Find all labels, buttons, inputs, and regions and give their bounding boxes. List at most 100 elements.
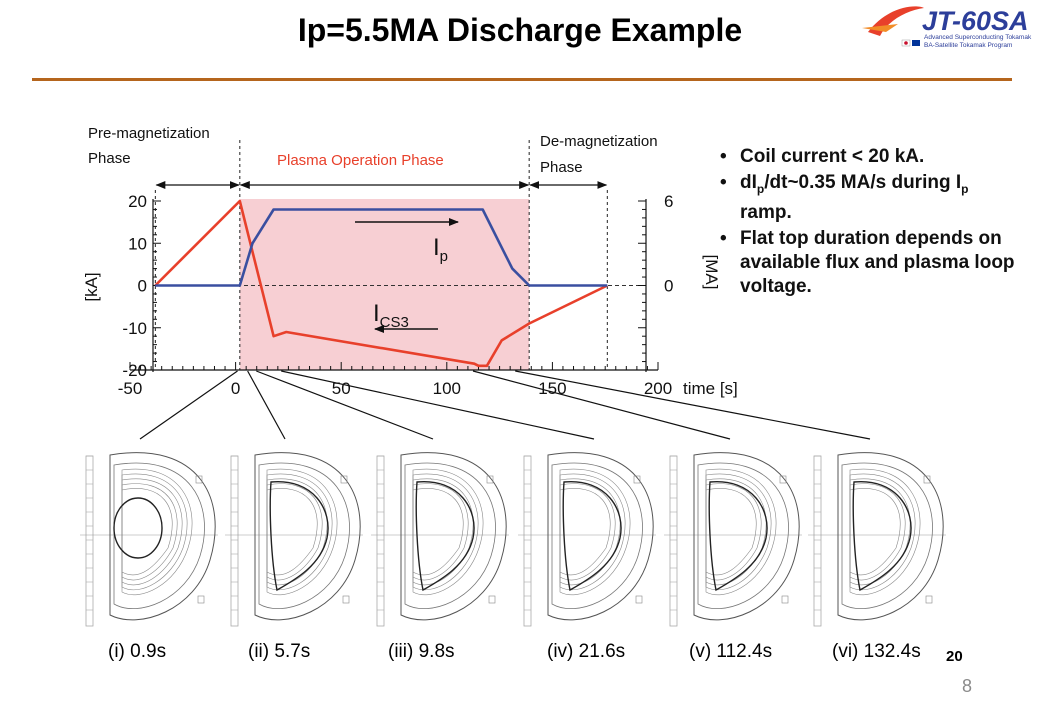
flux-surface — [559, 488, 611, 576]
equilibrium-label: (v) 112.4s — [689, 641, 773, 662]
equilibrium-panel — [808, 452, 946, 627]
time-connector-line — [247, 370, 286, 440]
equilibrium-label: (vi) 132.4s — [832, 641, 921, 662]
time-connector-line — [281, 370, 595, 440]
flux-surface — [705, 473, 772, 591]
flux-surface — [412, 478, 474, 586]
title-underline — [32, 78, 1012, 81]
bullet-list: Coil current < 20 kA. dIp/dt~0.35 MA/s d… — [718, 145, 1018, 301]
flux-surface — [849, 483, 906, 581]
coil-stack — [669, 455, 678, 627]
coil-box — [779, 475, 787, 484]
flux-surface — [849, 488, 901, 576]
flux-surface — [121, 478, 183, 586]
coil-box — [633, 475, 641, 484]
flux-surface — [412, 488, 464, 576]
equilibrium-panel — [371, 452, 509, 627]
equilibrium-panel — [664, 452, 802, 627]
flux-surface — [849, 473, 916, 591]
equilibrium-panel — [518, 452, 656, 627]
bullet-flat-top: Flat top duration depends on available f… — [718, 227, 1018, 299]
logo-subtitle2: BA-Satellite Tokamak Program — [924, 42, 1012, 49]
coil-stack — [230, 455, 239, 627]
jt60sa-logo: JT-60SA Advanced Superconducting Tokamak… — [862, 6, 1032, 49]
flux-surface — [559, 473, 626, 591]
flux-surface — [412, 473, 479, 591]
flux-surface — [559, 483, 616, 581]
equilibrium-label: (i) 0.9s — [108, 641, 167, 662]
equilibrium-panel — [80, 452, 218, 627]
coil-box — [195, 475, 203, 484]
bullet-ramp-rate: dIp/dt~0.35 MA/s during Ip ramp. — [718, 171, 1018, 225]
y-tick-label-left: 20 — [128, 192, 147, 211]
flux-surface — [412, 468, 484, 596]
page-title: Ip=5.5MA Discharge Example — [297, 12, 743, 48]
coil-box — [342, 595, 350, 604]
series-line-i-p — [155, 208, 608, 287]
flux-surface — [121, 473, 188, 591]
flux-surface — [705, 478, 767, 586]
flux-surface — [559, 468, 631, 596]
time-connector-line — [256, 370, 434, 440]
coil-box — [197, 595, 205, 604]
pre-magnetization-label-2: Phase — [88, 150, 131, 167]
inner-wall — [697, 462, 789, 609]
vessel-outline — [400, 452, 507, 621]
x-tick-label: 50 — [332, 379, 351, 398]
plasma-boundary — [269, 481, 329, 592]
flux-surface — [849, 468, 921, 596]
inner-wall — [113, 462, 205, 609]
logo-subtitle1: Advanced Superconducting Tokamak — [924, 34, 1032, 41]
y-tick-label-left: 0 — [138, 277, 147, 296]
flux-surface — [705, 483, 762, 581]
coil-stack — [523, 455, 532, 627]
x-axis-label: time [s] — [683, 379, 738, 398]
plasma-boundary — [562, 481, 622, 592]
vessel-outline — [837, 452, 944, 621]
plasma-operation-region — [239, 199, 530, 370]
y-tick-label-left: -10 — [122, 319, 147, 338]
flux-surface — [266, 478, 328, 586]
inner-wall — [551, 462, 643, 609]
flux-surface — [559, 478, 621, 586]
flux-surface — [266, 473, 333, 591]
coil-stack — [813, 455, 822, 627]
x-tick-label: 150 — [538, 379, 566, 398]
de-magnetization-label: De-magnetization — [540, 133, 658, 150]
flux-surface — [705, 488, 757, 576]
plasma-boundary — [852, 481, 912, 592]
y-tick-label-right: 0 — [664, 277, 673, 296]
coil-box — [635, 595, 643, 604]
plasma-boundary — [415, 481, 475, 592]
vessel-outline — [109, 452, 216, 621]
figure-number: 20 — [946, 648, 963, 665]
equilibrium-label: (iv) 21.6s — [547, 641, 626, 662]
coil-box — [488, 595, 496, 604]
inner-wall — [404, 462, 496, 609]
coil-stack — [85, 455, 94, 627]
y-tick-label-left: 10 — [128, 234, 147, 253]
coil-box — [925, 595, 933, 604]
flux-surface — [121, 468, 193, 596]
pre-magnetization-label: Pre-magnetization — [88, 125, 210, 142]
logo-wordmark: JT-60SA — [922, 6, 1029, 36]
flux-surface — [266, 483, 323, 581]
y-tick-label-right: 6 — [664, 192, 673, 211]
coil-box — [486, 475, 494, 484]
coil-stack — [376, 455, 385, 627]
vessel-outline — [254, 452, 361, 621]
equilibrium-label: (ii) 5.7s — [248, 641, 311, 662]
vessel-outline — [547, 452, 654, 621]
page-number: 8 — [962, 676, 973, 696]
coil-box — [781, 595, 789, 604]
coil-box — [923, 475, 931, 484]
y-axis-label-right: [MA] — [702, 255, 721, 290]
inner-wall — [841, 462, 933, 609]
de-magnetization-label-2: Phase — [540, 159, 583, 176]
flux-surface — [121, 488, 173, 576]
plasma-operation-label: Plasma Operation Phase — [277, 152, 444, 169]
flux-surface — [849, 478, 911, 586]
plasma-boundary — [708, 481, 768, 592]
x-tick-label: -50 — [118, 379, 143, 398]
